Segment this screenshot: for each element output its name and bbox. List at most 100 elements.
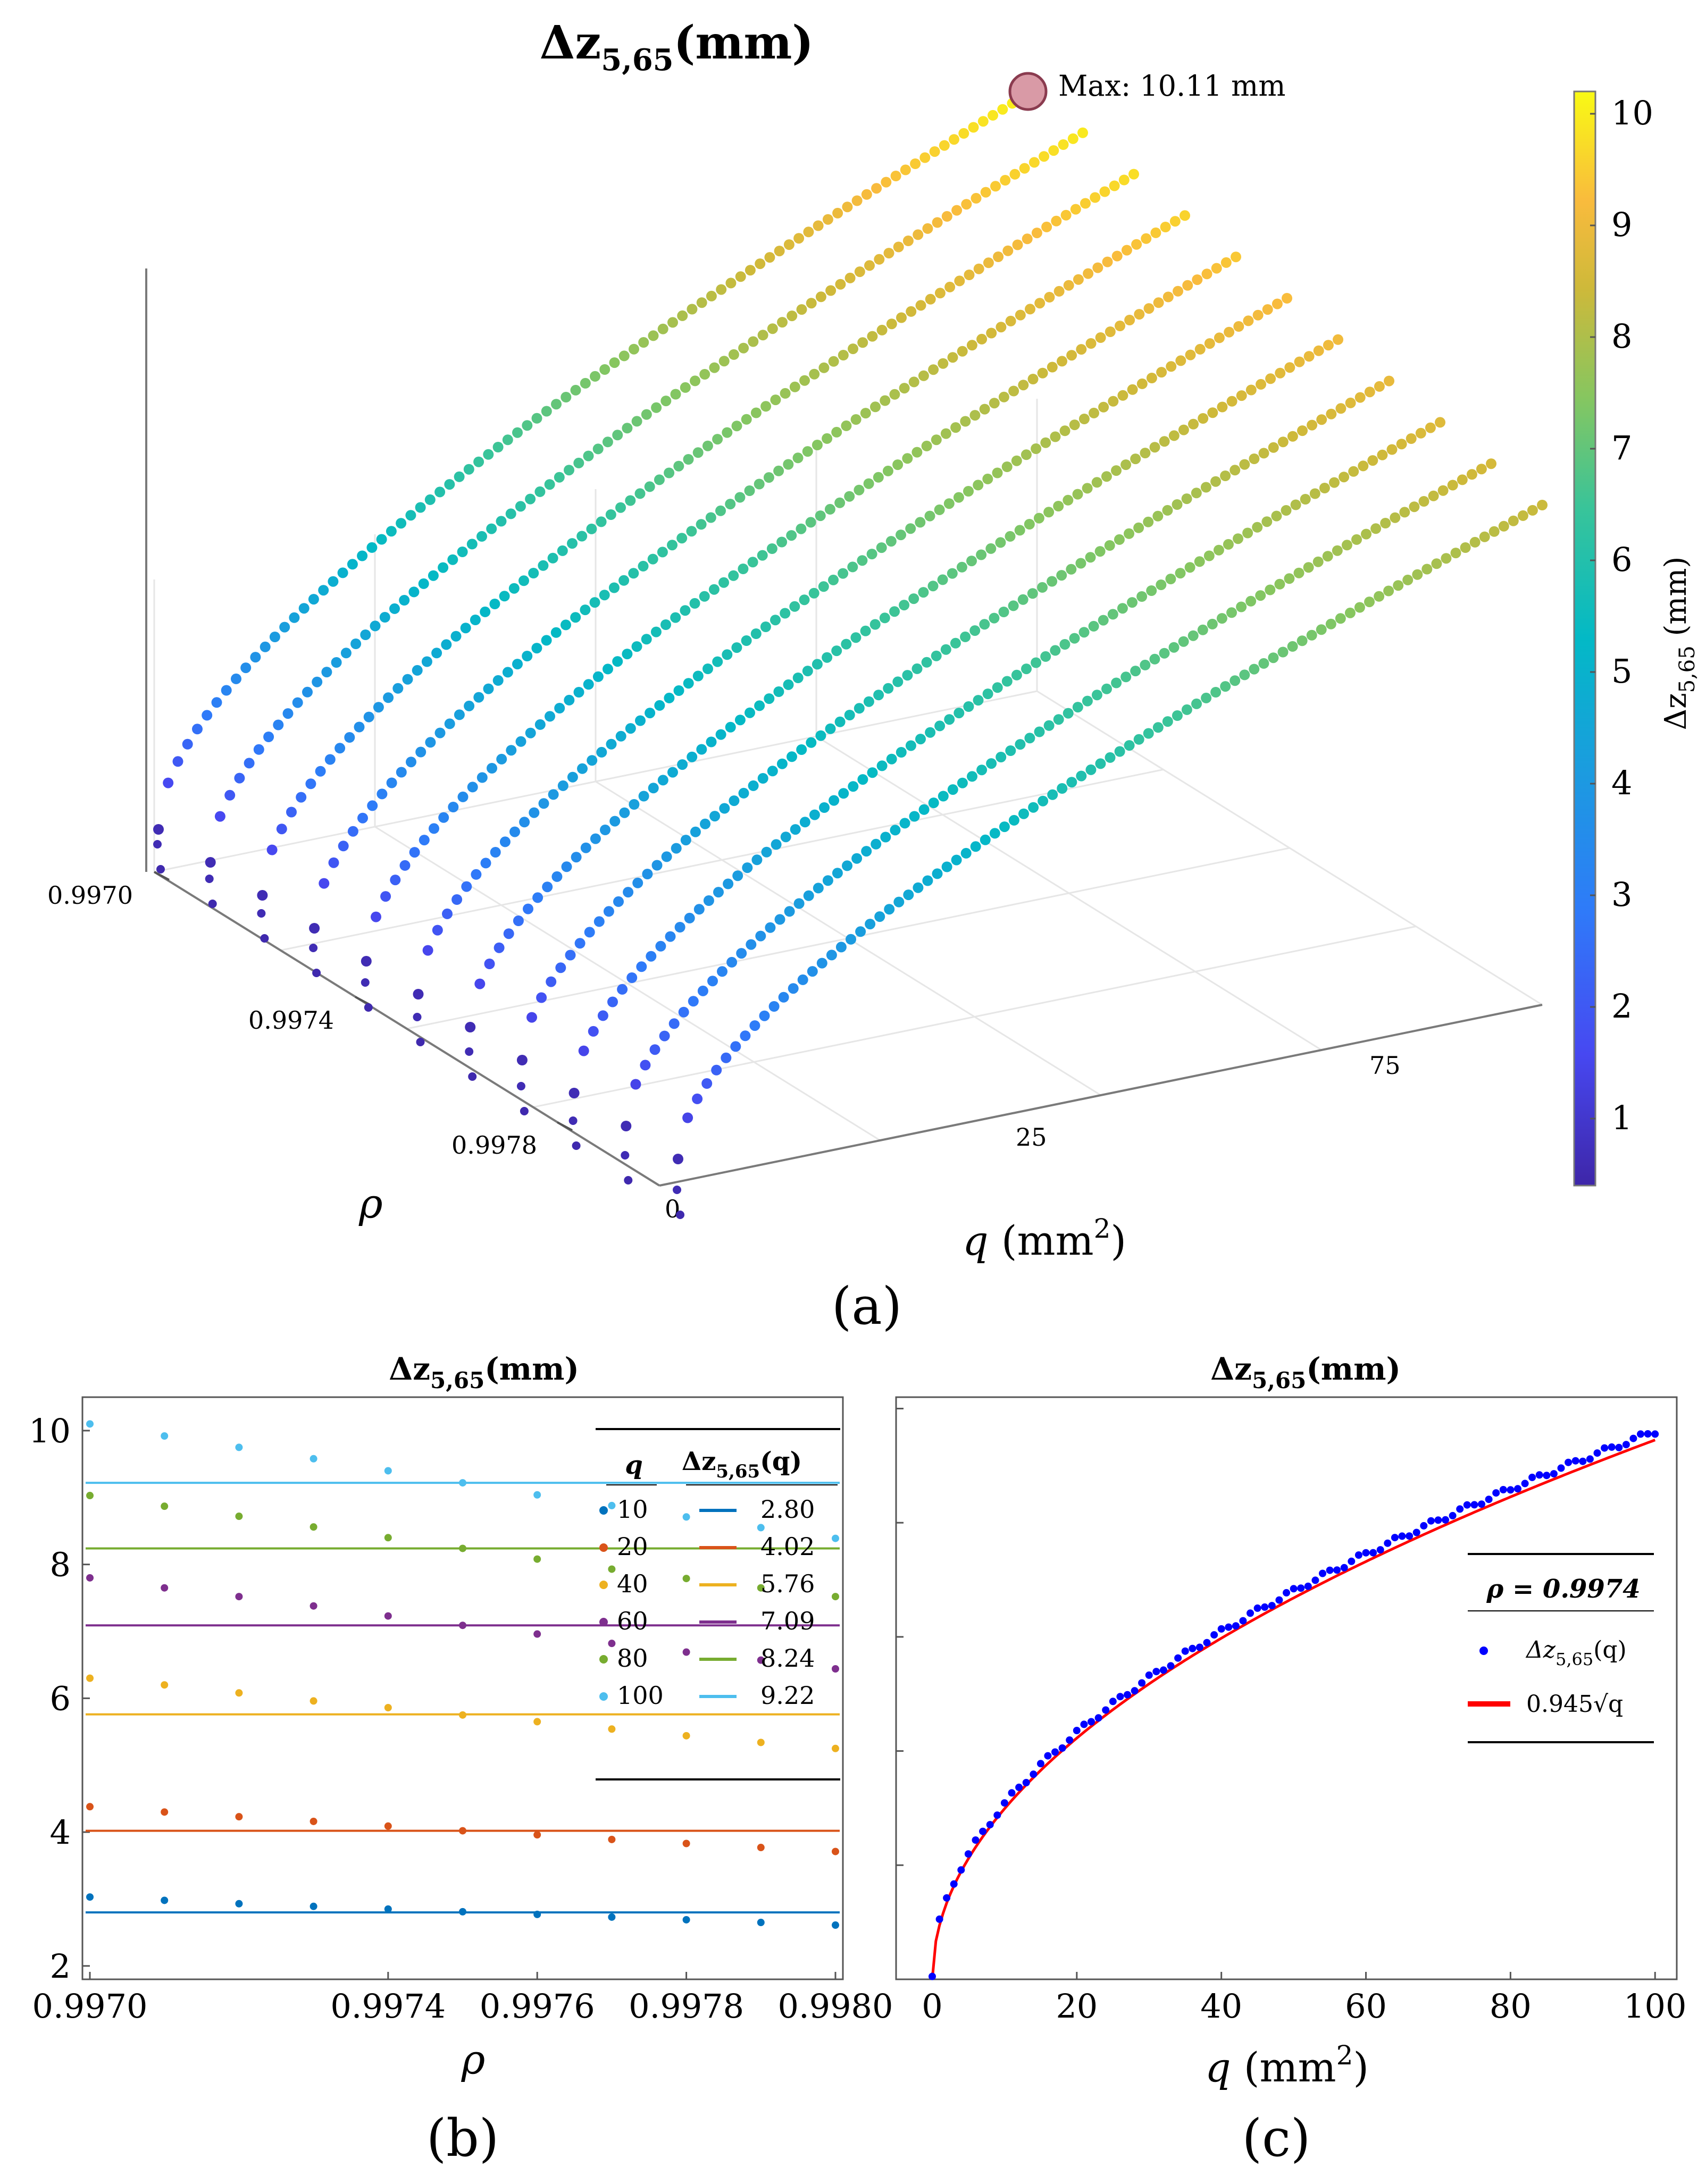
curve-point — [925, 727, 936, 738]
grid-line — [816, 735, 1322, 1051]
curve-point — [1332, 545, 1343, 556]
curve-point — [844, 272, 856, 283]
data-point — [1304, 1582, 1312, 1590]
curve-point — [871, 838, 882, 850]
curve-point — [670, 389, 681, 400]
curve-point — [938, 358, 949, 369]
curve-point — [915, 734, 926, 745]
legend-marker — [599, 1692, 608, 1701]
curve-point — [866, 549, 877, 560]
curve-point — [722, 427, 733, 438]
data-point — [310, 1523, 317, 1531]
curve-point — [825, 723, 836, 734]
curve-point — [900, 164, 911, 175]
curve-point — [357, 812, 368, 824]
curve-point — [492, 675, 504, 686]
data-point — [1030, 1770, 1038, 1778]
curve-point — [686, 526, 697, 537]
data-point — [1116, 1693, 1124, 1701]
curve-point — [1537, 500, 1548, 510]
curve-point — [1216, 613, 1227, 624]
q-axis-line — [659, 1004, 1543, 1187]
curve-point — [1418, 496, 1429, 507]
curve-rho-0.9975 — [413, 293, 1292, 1046]
curve-point — [789, 381, 800, 392]
curve-point — [1159, 648, 1170, 659]
curve-point — [464, 700, 475, 711]
curve-point — [1198, 413, 1209, 424]
data-point — [1044, 1752, 1052, 1760]
curve-point — [619, 807, 630, 818]
curve-point — [1111, 250, 1123, 262]
curve-point — [748, 780, 759, 791]
data-point — [1283, 1589, 1290, 1597]
x-tick-label: 0.9976 — [480, 1987, 595, 2026]
curve-point — [928, 364, 939, 375]
curve-point — [447, 554, 458, 565]
curve-point — [1090, 192, 1101, 203]
curve-point — [1140, 659, 1151, 670]
curve-point — [1008, 385, 1019, 397]
curve-point — [1133, 522, 1144, 533]
curve-point — [867, 767, 878, 778]
colorbar-tick-label: 5 — [1611, 652, 1632, 691]
data-point — [1586, 1455, 1594, 1463]
curve-point — [1435, 417, 1445, 428]
curve-point — [909, 811, 920, 822]
curve-point — [1252, 522, 1263, 533]
curve-point — [1063, 708, 1074, 719]
data-point — [1058, 1744, 1066, 1752]
rho-tick-mark — [154, 871, 170, 881]
curve-point — [642, 869, 653, 879]
curve-point — [1069, 419, 1080, 431]
curve-point — [1441, 553, 1452, 564]
curve-point — [742, 862, 753, 873]
curve-point — [802, 666, 813, 677]
curve-point — [947, 568, 958, 579]
legend-q-value: 80 — [617, 1644, 648, 1673]
x-tick-label: 0.9970 — [32, 1987, 148, 2026]
curve-point — [1114, 746, 1125, 757]
data-point — [1406, 1532, 1414, 1540]
curve-point — [977, 116, 989, 127]
curve-point — [1316, 624, 1327, 635]
curve-point — [903, 889, 914, 901]
curve-point — [835, 942, 847, 953]
curve-point — [911, 663, 923, 674]
curve-point — [880, 395, 891, 406]
legend-q-value: 10 — [617, 1495, 648, 1524]
curve-point — [682, 1112, 693, 1123]
curve-point — [1178, 424, 1189, 435]
data-point — [1492, 1489, 1500, 1497]
curve-point — [405, 510, 416, 521]
curve-point — [834, 497, 846, 508]
curve-point — [647, 553, 658, 565]
curve-point — [757, 330, 768, 341]
curve-point — [913, 229, 924, 240]
curve-point — [851, 195, 863, 206]
data-point — [1311, 1576, 1319, 1584]
curve-point — [211, 697, 222, 708]
curve-point — [1059, 425, 1071, 436]
curve-point — [599, 364, 611, 375]
curve-point — [976, 549, 987, 560]
curve-point — [1245, 384, 1257, 396]
curve-point — [1034, 726, 1045, 737]
curve-point — [422, 945, 433, 956]
curve-point — [1051, 215, 1062, 226]
curve-point — [587, 755, 598, 766]
curve-point — [1326, 408, 1337, 419]
colorbar-tick-label: 7 — [1611, 429, 1632, 467]
curve-point — [1230, 465, 1241, 476]
curve-point — [1143, 303, 1155, 314]
data-point — [831, 1534, 839, 1542]
curve-point — [1153, 297, 1164, 308]
data-point — [1601, 1444, 1609, 1452]
data-point — [1369, 1549, 1377, 1557]
curve-point — [1117, 603, 1128, 614]
curve-point — [980, 834, 991, 845]
curve-point — [1056, 570, 1067, 581]
curve-point — [1025, 304, 1035, 315]
curve-point — [231, 673, 241, 684]
curve-point — [1261, 516, 1273, 527]
